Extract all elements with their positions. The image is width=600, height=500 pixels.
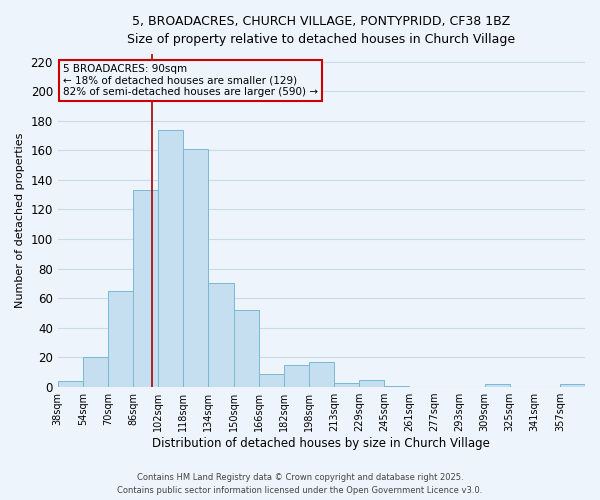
Bar	[233, 310, 259, 387]
Bar	[83, 358, 108, 387]
Text: 5 BROADACRES: 90sqm
← 18% of detached houses are smaller (129)
82% of semi-detac: 5 BROADACRES: 90sqm ← 18% of detached ho…	[63, 64, 318, 98]
Bar	[208, 284, 233, 387]
X-axis label: Distribution of detached houses by size in Church Village: Distribution of detached houses by size …	[152, 437, 490, 450]
Bar	[359, 380, 384, 387]
Y-axis label: Number of detached properties: Number of detached properties	[15, 133, 25, 308]
Bar	[108, 291, 133, 387]
Bar	[133, 190, 158, 387]
Bar	[384, 386, 409, 387]
Text: Contains HM Land Registry data © Crown copyright and database right 2025.
Contai: Contains HM Land Registry data © Crown c…	[118, 474, 482, 495]
Title: 5, BROADACRES, CHURCH VILLAGE, PONTYPRIDD, CF38 1BZ
Size of property relative to: 5, BROADACRES, CHURCH VILLAGE, PONTYPRID…	[127, 15, 515, 46]
Bar	[334, 382, 359, 387]
Bar	[184, 149, 208, 387]
Bar	[158, 130, 184, 387]
Bar	[309, 362, 334, 387]
Bar	[485, 384, 509, 387]
Bar	[58, 381, 83, 387]
Bar	[284, 365, 309, 387]
Bar	[259, 374, 284, 387]
Bar	[560, 384, 585, 387]
